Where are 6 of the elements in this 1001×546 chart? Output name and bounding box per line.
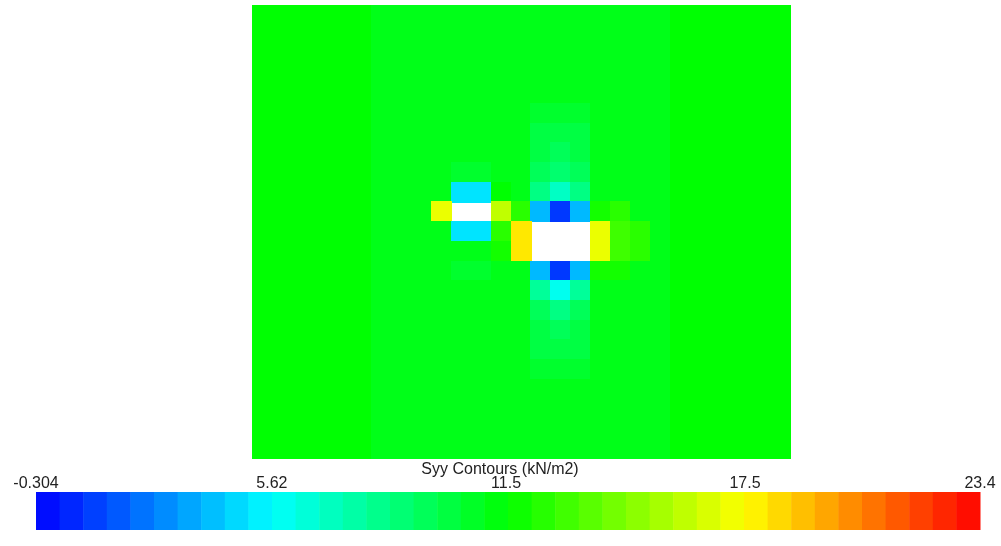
color-bar-label: 11.5 xyxy=(491,474,522,491)
color-bar-label: 17.5 xyxy=(729,474,761,491)
color-bar-label: -0.304 xyxy=(13,474,59,491)
color-bar-label: 23.4 xyxy=(964,474,996,491)
color-bar-label: 5.62 xyxy=(256,474,288,491)
color-bar-title: Syy Contours (kN/m2) xyxy=(421,460,579,477)
